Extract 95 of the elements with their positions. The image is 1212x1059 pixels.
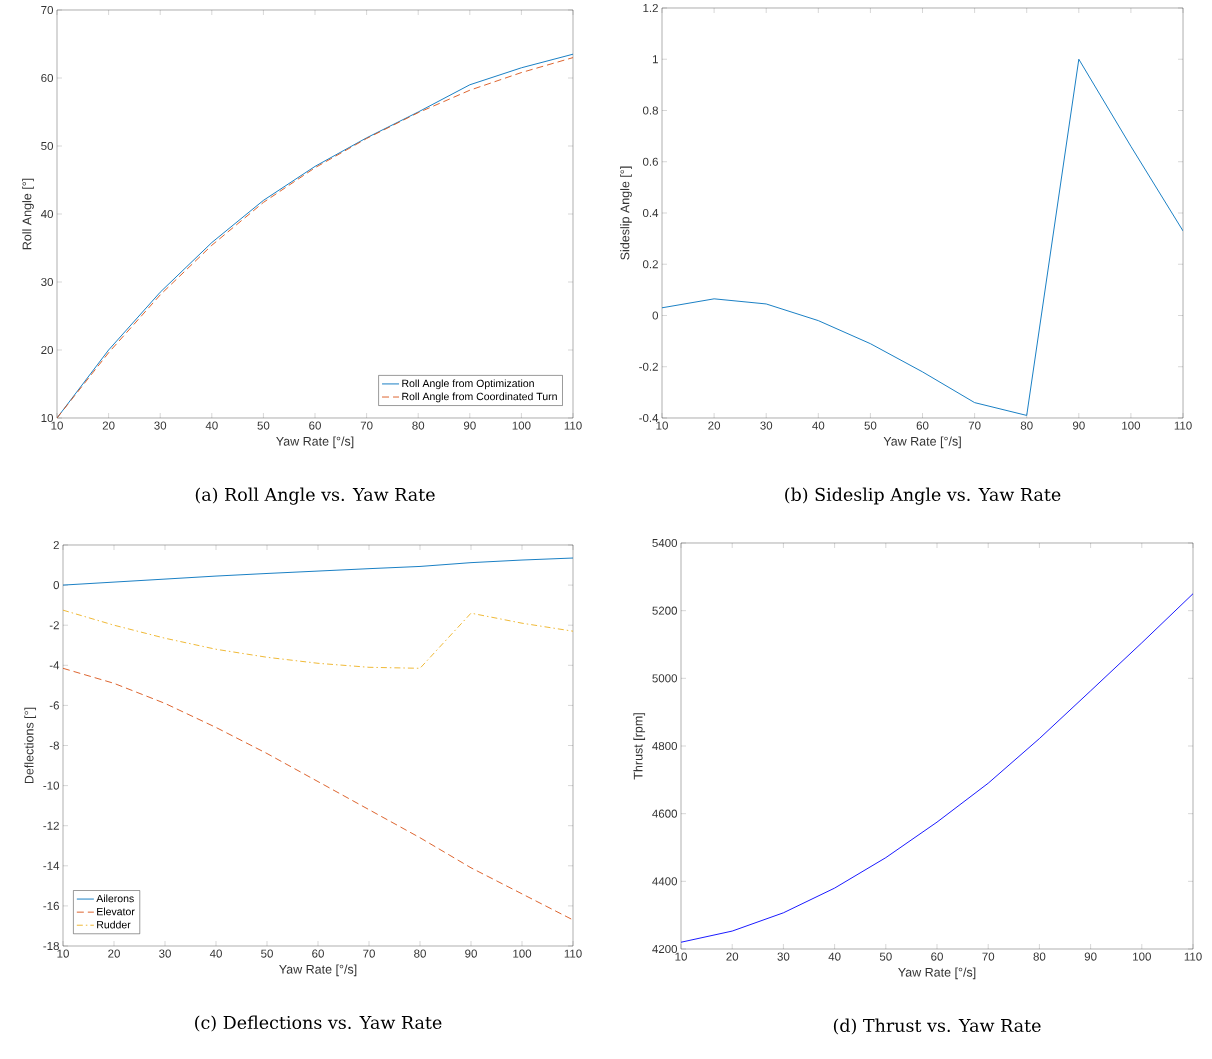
y-tick-label: 4800	[652, 741, 678, 751]
x-tick-label: 20	[708, 421, 721, 430]
x-tick-label: 20	[726, 952, 739, 961]
y-tick-label: -14	[43, 861, 60, 870]
legend-label: Ailerons	[96, 894, 134, 903]
x-tick-label: 100	[1133, 952, 1151, 961]
x-tick-label: 20	[102, 421, 115, 430]
y-tick-label: 5000	[652, 674, 678, 683]
x-tick-label: 90	[465, 949, 477, 958]
legend-label: Rudder	[97, 920, 131, 929]
y-tick-label: -10	[43, 781, 60, 790]
y-tick-label: -0.4	[639, 413, 659, 423]
y-tick-label: 40	[40, 209, 54, 219]
y-axis-title: Thrust [rpm]	[633, 713, 646, 780]
x-tick-label: 50	[257, 421, 270, 430]
x-tick-label: 30	[760, 421, 773, 430]
x-tick-label: 110	[1184, 952, 1202, 961]
x-tick-label: 60	[312, 949, 324, 958]
x-tick-label: 90	[1072, 421, 1085, 430]
legend-label: Elevator	[97, 907, 135, 916]
text: (d) Thrust vs. Yaw Rate	[833, 1018, 1041, 1035]
x-tick-label: 110	[564, 421, 582, 430]
y-tick-label: 1.2	[643, 3, 658, 12]
y-tick-label: -0.2	[639, 362, 658, 371]
x-tick-label: 50	[261, 949, 273, 958]
text: (c) Deflections vs. Yaw Rate	[195, 1015, 442, 1032]
line-series	[662, 58, 1184, 416]
x-tick-label: 70	[982, 952, 995, 961]
x-tick-label: 60	[309, 421, 321, 430]
y-tick-label: -16	[43, 901, 59, 910]
x-tick-label: 40	[828, 952, 841, 961]
x-axis-title: Yaw Rate [°/s]	[883, 436, 961, 449]
y-tick-label: 20	[41, 345, 54, 355]
x-axis-title: Yaw Rate [°/s]	[276, 436, 354, 449]
x-tick-label: 80	[412, 421, 425, 430]
y-tick-label: 1	[652, 55, 658, 64]
y-tick-label: 0	[53, 581, 60, 590]
y-tick-label: 0.6	[642, 157, 658, 166]
y-tick-label: 2	[53, 540, 59, 550]
x-tick-label: 80	[414, 949, 426, 958]
y-axis-title: Deflections [°]	[24, 707, 37, 784]
y-tick-label: 70	[41, 5, 54, 15]
line-series	[681, 593, 1194, 943]
x-tick-label: 20	[108, 949, 120, 958]
x-tick-label: 80	[1020, 421, 1033, 430]
y-axis-title: Roll Angle [°]	[22, 178, 34, 250]
y-tick-label: -4	[49, 661, 60, 670]
y-tick-label: 4400	[652, 877, 678, 886]
y-tick-label: 4200	[652, 944, 678, 954]
y-tick-label: 0	[652, 311, 659, 320]
x-tick-label: 100	[1122, 421, 1141, 430]
x-tick-label: 60	[931, 952, 943, 961]
y-tick-label: 0.2	[642, 260, 658, 269]
x-tick-label: 70	[360, 421, 373, 430]
x-tick-label: 80	[1033, 952, 1046, 961]
x-tick-label: 40	[209, 949, 222, 958]
x-tick-label: 40	[812, 421, 825, 430]
y-tick-label: 60	[41, 73, 54, 83]
x-axis-title: Yaw Rate [°/s]	[898, 967, 976, 980]
y-tick-label: 5400	[652, 538, 678, 548]
y-tick-label: -8	[49, 741, 59, 750]
x-tick-label: 90	[463, 421, 476, 430]
x-tick-label: 30	[777, 952, 790, 961]
y-tick-label: 30	[41, 277, 54, 287]
y-tick-label: -12	[43, 821, 59, 830]
x-tick-label: 90	[1084, 952, 1097, 961]
y-tick-label: 10	[41, 413, 54, 423]
x-tick-label: 50	[879, 952, 892, 961]
x-tick-label: 110	[564, 949, 582, 958]
y-tick-label: 0.4	[642, 208, 659, 218]
x-tick-label: 30	[154, 421, 167, 430]
x-tick-label: 100	[512, 421, 531, 430]
y-tick-label: 4600	[652, 809, 678, 818]
x-tick-label: 110	[1174, 421, 1192, 430]
x-tick-label: 50	[864, 421, 877, 430]
x-tick-label: 30	[159, 949, 171, 958]
y-axis-title: Sideslip Angle [°]	[620, 166, 632, 260]
x-tick-label: 60	[916, 421, 929, 430]
x-tick-label: 10	[675, 952, 687, 961]
y-tick-label: 50	[41, 141, 54, 151]
text: (b) Sideslip Angle vs. Yaw Rate	[785, 487, 1061, 505]
text: (a) Roll Angle vs. Yaw Rate	[195, 487, 435, 505]
x-tick-label: 70	[968, 421, 981, 430]
legend-label: Roll Angle from Optimization	[402, 379, 534, 390]
y-tick-label: -6	[49, 701, 59, 710]
x-tick-label: 40	[205, 421, 218, 430]
y-tick-label: 0.8	[642, 106, 658, 115]
x-axis-title: Yaw Rate [°/s]	[279, 964, 357, 977]
y-tick-label: 5200	[652, 606, 678, 615]
y-tick-label: -18	[43, 941, 59, 951]
legend-label: Roll Angle from Coordinated Turn	[402, 392, 557, 403]
x-tick-label: 100	[513, 949, 532, 958]
x-tick-label: 70	[363, 949, 375, 958]
line-series	[63, 609, 574, 669]
y-tick-label: -2	[49, 621, 59, 630]
